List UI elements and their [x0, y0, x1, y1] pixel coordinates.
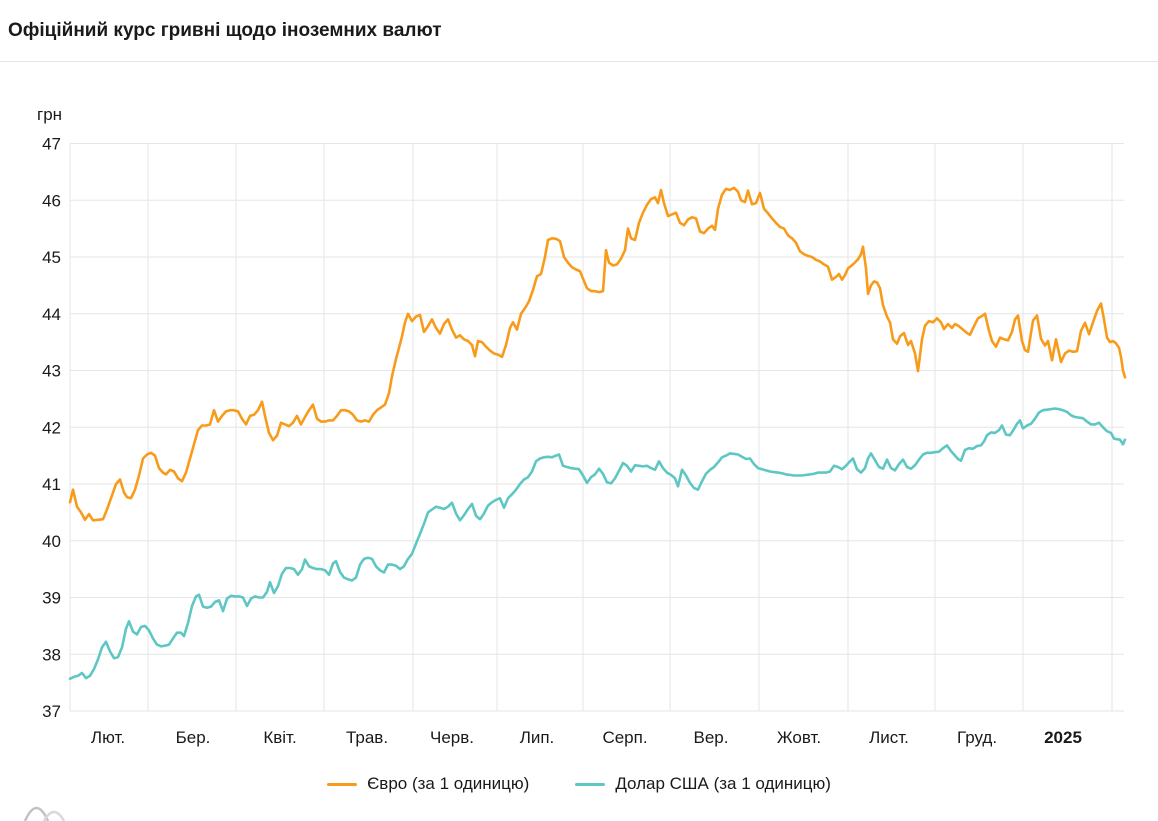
y-tick-label: 45 — [42, 248, 61, 267]
watermark-logo — [23, 806, 66, 821]
x-tick-label: Трав. — [346, 728, 388, 747]
y-tick-label: 37 — [42, 702, 61, 721]
series-line-usd[interactable] — [68, 407, 1127, 681]
y-tick-label: 40 — [42, 532, 61, 551]
series-line-euro[interactable] — [68, 186, 1127, 522]
x-tick-label: Черв. — [430, 728, 474, 747]
x-tick-label: Лип. — [520, 728, 555, 747]
legend-item-usd[interactable]: Долар США (за 1 одиницю) — [575, 774, 831, 794]
usd-line-swatch — [575, 782, 606, 786]
y-tick-label: 41 — [42, 475, 61, 494]
y-tick-label: 43 — [42, 362, 61, 381]
x-tick-label: Бер. — [176, 728, 211, 747]
chart-area: 47 46 45 44 43 42 41 40 39 38 37 грн Лют. Бер. Квіт. Тр… — [0, 62, 1158, 762]
legend-label-usd: Долар США (за 1 одиницю) — [615, 774, 831, 793]
legend-label-euro: Євро (за 1 одиницю) — [367, 774, 530, 793]
y-tick-label: 38 — [42, 645, 61, 664]
x-tick-label: Жовт. — [777, 728, 821, 747]
y-axis-unit-label: грн — [37, 105, 62, 124]
x-tick-label: Лист. — [869, 728, 909, 747]
y-tick-label: 39 — [42, 589, 61, 608]
chart-svg: 47 46 45 44 43 42 41 40 39 38 37 грн Лют. Бер. Квіт. Тр… — [37, 105, 1127, 747]
euro-line-swatch — [327, 782, 358, 786]
y-tick-label: 44 — [42, 305, 61, 324]
x-tick-label: Серп. — [602, 728, 647, 747]
page-header: Офіційний курс гривні щодо іноземних вал… — [0, 0, 1158, 62]
x-tick-label: Лют. — [91, 728, 125, 747]
watermark-arc-2 — [42, 810, 66, 821]
x-tick-label: Вер. — [694, 728, 729, 747]
x-tick-label: Квіт. — [263, 728, 296, 747]
x-tick-label: Груд. — [957, 728, 997, 747]
page-title: Офіційний курс гривні щодо іноземних вал… — [8, 20, 442, 41]
y-tick-label: 42 — [42, 418, 61, 437]
x-tick-label: 2025 — [1044, 728, 1082, 747]
chart-legend: Євро (за 1 одиницю) Долар США (за 1 один… — [0, 774, 1158, 794]
legend-item-euro[interactable]: Євро (за 1 одиницю) — [327, 774, 529, 794]
y-tick-label: 46 — [42, 191, 61, 210]
y-tick-label: 47 — [42, 135, 61, 154]
